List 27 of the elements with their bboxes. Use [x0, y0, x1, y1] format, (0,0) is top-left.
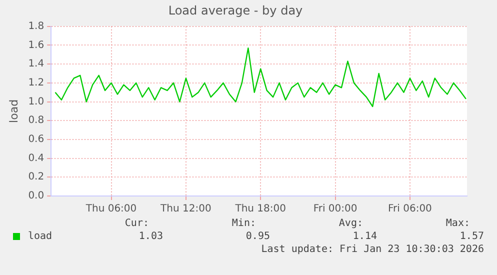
text: 1.03	[138, 231, 163, 242]
text: Cur:	[124, 218, 150, 229]
y-tick-label: 1.4	[28, 58, 44, 70]
text: 1.57	[458, 231, 484, 242]
text: Max:	[444, 218, 471, 229]
x-tick-label: Thu 18:00	[234, 204, 286, 215]
legend-label: load	[28, 231, 52, 242]
y-tick-label: 0.8	[28, 115, 44, 126]
y-axis-title: load	[7, 99, 20, 123]
y-tick-label: 1.2	[28, 78, 44, 89]
text: 1.14	[352, 231, 377, 242]
y-tick-label: 1.8	[28, 20, 44, 32]
y-tick-label: 0.4	[28, 152, 44, 164]
text: Avg:	[338, 218, 364, 229]
x-tick-label: Thu 06:00	[84, 204, 137, 215]
x-tick-label: Thu 12:00	[160, 204, 212, 215]
chart-title: Load average - by day	[168, 3, 303, 18]
y-tick-label: 1.0	[28, 96, 44, 108]
x-tick-label: Fri 00:00	[313, 204, 358, 215]
text: Min:	[230, 218, 257, 229]
text: 0.95	[244, 231, 270, 242]
y-tick-label: 1.6	[28, 40, 44, 51]
y-tick-label: 0.0	[28, 190, 44, 202]
y-tick-label: 0.2	[28, 172, 44, 183]
y-tick-label: 0.6	[28, 134, 44, 146]
text: Last update: Fri Jan 23 10:30:03 2026	[260, 244, 484, 255]
x-tick-label: Fri 06:00	[388, 204, 432, 215]
